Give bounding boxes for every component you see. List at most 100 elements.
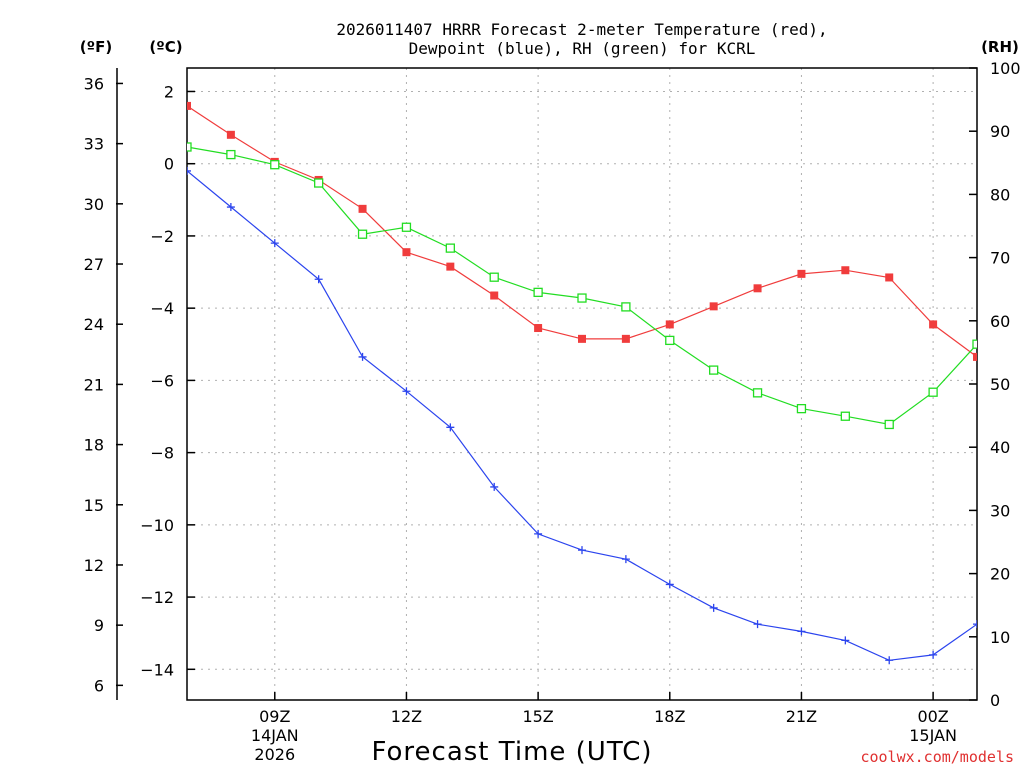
- rh-point: [533, 287, 543, 298]
- x-tick-label: 09Z: [259, 707, 290, 726]
- temperature-point: [490, 291, 499, 300]
- celsius-tick-label: −4: [150, 299, 174, 318]
- temperature-point: [665, 320, 674, 329]
- rh-point: [840, 411, 850, 421]
- dewpoint-point: [446, 423, 455, 432]
- temperature-point: [578, 334, 586, 343]
- temperature-line: [187, 105, 977, 358]
- temperature-point: [358, 204, 367, 213]
- x-tick-date-label: 14JAN: [251, 726, 299, 745]
- temperature-point: [534, 324, 543, 333]
- dewpoint-point: [314, 275, 323, 284]
- rh-tick-label: 80: [990, 185, 1010, 204]
- rh-tick-label: 70: [990, 249, 1010, 268]
- rh-point: [928, 387, 938, 397]
- rh-tick-label: 20: [990, 565, 1010, 584]
- rh-point: [665, 335, 675, 346]
- x-axis-label: Forecast Time (UTC): [371, 737, 652, 767]
- rh-point: [357, 229, 368, 239]
- x-tick-date-label: 15JAN: [909, 726, 957, 745]
- temperature-point: [621, 334, 630, 343]
- rh-point: [621, 302, 631, 312]
- celsius-tick-label: −8: [150, 444, 174, 463]
- fahrenheit-tick-label: 15: [84, 496, 104, 515]
- rh-point: [577, 293, 587, 303]
- dewpoint-point: [665, 580, 674, 589]
- x-tick-label: 21Z: [786, 707, 817, 726]
- dewpoint-point: [490, 482, 499, 491]
- rh-point: [226, 149, 236, 160]
- rh-point: [709, 365, 719, 375]
- rh-tick-label: 100: [990, 59, 1021, 78]
- celsius-tick-label: −10: [140, 516, 174, 535]
- fahrenheit-tick-label: 30: [84, 195, 104, 214]
- rh-point: [187, 142, 192, 152]
- fahrenheit-tick-label: 6: [94, 676, 104, 695]
- credit-text: coolwx.com/models: [860, 748, 1014, 766]
- temperature-point: [187, 101, 191, 110]
- celsius-tick-label: −12: [140, 588, 174, 607]
- x-tick-label: 15Z: [522, 707, 553, 726]
- dewpoint-point: [270, 239, 279, 248]
- dewpoint-point: [841, 636, 850, 645]
- rh-point: [489, 272, 499, 282]
- axes-layer: 20−2−4−6−8−10−12−14363330272421181512961…: [84, 59, 1021, 764]
- plot-frame: [186, 67, 978, 701]
- fahrenheit-tick-label: 12: [84, 556, 104, 575]
- chart-title-line-2: Dewpoint (blue), RH (green) for KCRL: [409, 39, 756, 58]
- celsius-tick-label: 0: [164, 155, 174, 174]
- fahrenheit-tick-label: 18: [84, 436, 104, 455]
- series-group: [187, 101, 977, 665]
- fahrenheit-tick-label: 27: [84, 255, 104, 274]
- rh-point: [884, 419, 894, 430]
- temperature-point: [841, 266, 850, 275]
- temperature-point: [709, 302, 718, 311]
- rh-tick-label: 10: [990, 628, 1010, 647]
- temperature-point: [446, 262, 455, 271]
- rh-point: [972, 339, 977, 349]
- rh-point: [314, 178, 324, 188]
- rh-unit-label: (RH): [981, 38, 1019, 56]
- celsius-tick-label: −2: [150, 227, 174, 246]
- rh-line: [187, 146, 977, 426]
- celsius-tick-label: 2: [164, 82, 174, 101]
- temperature-point: [929, 320, 938, 329]
- rh-point: [270, 160, 280, 170]
- dewpoint-point: [973, 620, 977, 629]
- fahrenheit-tick-label: 21: [84, 375, 104, 394]
- dewpoint-point: [534, 529, 543, 538]
- rh-tick-label: 60: [990, 312, 1010, 331]
- rh-tick-label: 50: [990, 375, 1010, 394]
- fahrenheit-tick-label: 33: [84, 135, 104, 154]
- celsius-unit-label: (ºC): [149, 38, 182, 56]
- dewpoint-point: [709, 603, 718, 612]
- celsius-tick-label: −6: [150, 371, 174, 390]
- temperature-point: [226, 130, 235, 139]
- dewpoint-point: [929, 650, 938, 659]
- dewpoint-line: [187, 170, 977, 661]
- rh-point: [445, 243, 455, 253]
- rh-tick-label: 40: [990, 438, 1010, 457]
- dewpoint-point: [187, 166, 191, 175]
- dewpoint-point: [226, 203, 235, 212]
- temperature-point: [973, 352, 977, 361]
- temperature-point: [753, 284, 762, 293]
- dewpoint-point: [753, 620, 762, 629]
- dewpoint-point: [578, 546, 586, 555]
- series-layer: [187, 101, 977, 665]
- dewpoint-point: [885, 656, 894, 665]
- dewpoint-point: [797, 627, 806, 636]
- dewpoint-point: [621, 555, 630, 564]
- temperature-point: [885, 273, 894, 282]
- x-tick-label: 00Z: [917, 707, 948, 726]
- fahrenheit-tick-label: 36: [84, 74, 104, 93]
- chart-title-line-1: 2026011407 HRRR Forecast 2-meter Tempera…: [336, 20, 827, 39]
- rh-tick-label: 90: [990, 122, 1010, 141]
- x-tick-label: 12Z: [391, 707, 422, 726]
- rh-tick-label: 0: [990, 691, 1000, 710]
- dewpoint-point: [402, 387, 411, 396]
- rh-point: [401, 222, 412, 232]
- grid-layer: [187, 68, 977, 700]
- celsius-tick-label: −14: [140, 660, 174, 679]
